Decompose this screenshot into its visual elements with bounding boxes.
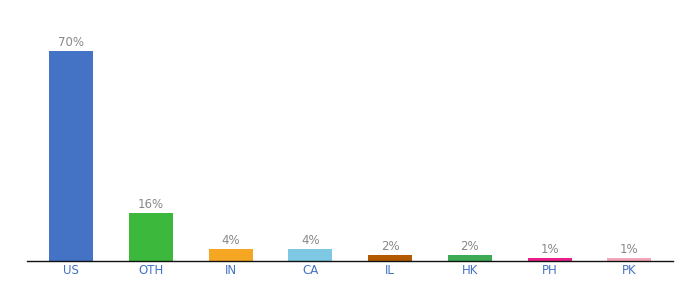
Text: 2%: 2% bbox=[381, 240, 399, 253]
Text: 2%: 2% bbox=[460, 240, 479, 253]
Bar bbox=[607, 258, 651, 261]
Bar bbox=[448, 255, 492, 261]
Text: 1%: 1% bbox=[620, 243, 639, 256]
Text: 1%: 1% bbox=[541, 243, 559, 256]
Text: 4%: 4% bbox=[221, 234, 240, 247]
Text: 4%: 4% bbox=[301, 234, 320, 247]
Bar bbox=[49, 51, 93, 261]
Bar bbox=[368, 255, 412, 261]
Bar bbox=[288, 249, 333, 261]
Bar bbox=[129, 213, 173, 261]
Text: 70%: 70% bbox=[58, 36, 84, 49]
Bar bbox=[528, 258, 571, 261]
Text: 16%: 16% bbox=[138, 198, 164, 211]
Bar bbox=[209, 249, 252, 261]
